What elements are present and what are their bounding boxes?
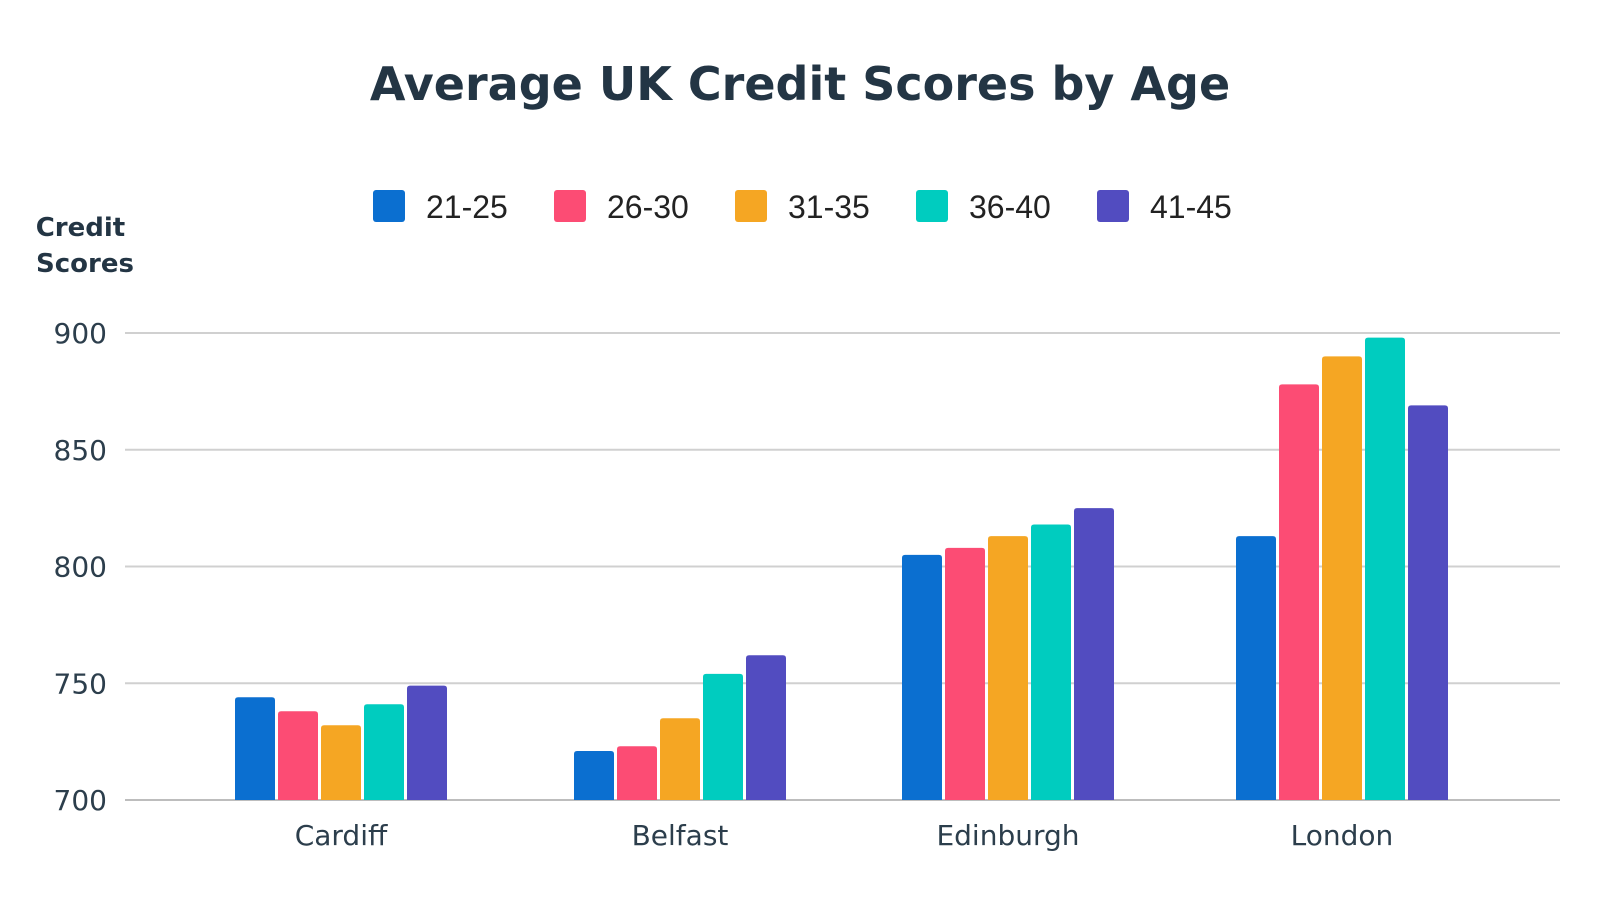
x-tick-label: Edinburgh (936, 819, 1079, 852)
bar-london-41-45 (1408, 405, 1448, 800)
y-axis-ticks: 700 750 800 850 900 (54, 317, 107, 817)
y-tick-label: 750 (54, 667, 107, 700)
bar-cardiff-31-35 (321, 725, 361, 800)
x-tick-label: Cardiff (295, 819, 388, 852)
legend-item-26-30: 26-30 (554, 189, 689, 225)
y-tick-label: 850 (54, 434, 107, 467)
x-axis-ticks: Cardiff Belfast Edinburgh London (295, 819, 1394, 852)
legend-label: 26-30 (607, 189, 689, 225)
bar-edinburgh-31-35 (988, 536, 1028, 800)
legend: 21-25 26-30 31-35 36-40 41-45 (373, 189, 1232, 225)
bar-edinburgh-36-40 (1031, 524, 1071, 800)
bar-belfast-41-45 (746, 655, 786, 800)
y-axis-label: Credit Scores (36, 213, 135, 279)
legend-swatch (554, 190, 586, 222)
bar-london-31-35 (1322, 356, 1362, 800)
legend-label: 41-45 (1150, 189, 1232, 225)
legend-label: 21-25 (426, 189, 508, 225)
y-axis-label-line-1: Credit (36, 213, 126, 243)
x-tick-label: Belfast (632, 819, 729, 852)
bar-cardiff-26-30 (278, 711, 318, 800)
bar-edinburgh-26-30 (945, 547, 985, 800)
legend-swatch (1097, 190, 1129, 222)
bar-cardiff-21-25 (235, 697, 275, 800)
y-tick-label: 800 (54, 551, 107, 584)
legend-swatch (916, 190, 948, 222)
bar-cardiff-41-45 (407, 685, 447, 800)
bar-group-belfast (574, 655, 786, 800)
legend-swatch (373, 190, 405, 222)
gridlines (125, 332, 1560, 801)
bar-cardiff-36-40 (364, 704, 404, 800)
bar-belfast-31-35 (660, 718, 700, 800)
bar-london-36-40 (1365, 337, 1405, 800)
bar-group-cardiff (235, 685, 447, 800)
bar-london-26-30 (1279, 384, 1319, 800)
bar-belfast-21-25 (574, 750, 614, 800)
y-tick-label: 700 (54, 784, 107, 817)
bar-edinburgh-41-45 (1074, 508, 1114, 800)
legend-label: 36-40 (969, 189, 1051, 225)
legend-item-41-45: 41-45 (1097, 189, 1232, 225)
bars (235, 337, 1448, 800)
legend-swatch (735, 190, 767, 222)
y-axis-label-line-2: Scores (36, 249, 134, 279)
bar-belfast-36-40 (703, 673, 743, 800)
y-tick-label: 900 (54, 317, 107, 350)
bar-group-edinburgh (902, 508, 1114, 800)
legend-item-31-35: 31-35 (735, 189, 870, 225)
bar-london-21-25 (1236, 536, 1276, 800)
chart-title: Average UK Credit Scores by Age (370, 57, 1230, 111)
bar-belfast-26-30 (617, 746, 657, 800)
legend-label: 31-35 (788, 189, 870, 225)
legend-item-36-40: 36-40 (916, 189, 1051, 225)
legend-item-21-25: 21-25 (373, 189, 508, 225)
bar-edinburgh-21-25 (902, 554, 942, 800)
x-tick-label: London (1291, 819, 1394, 852)
bar-group-london (1236, 337, 1448, 800)
